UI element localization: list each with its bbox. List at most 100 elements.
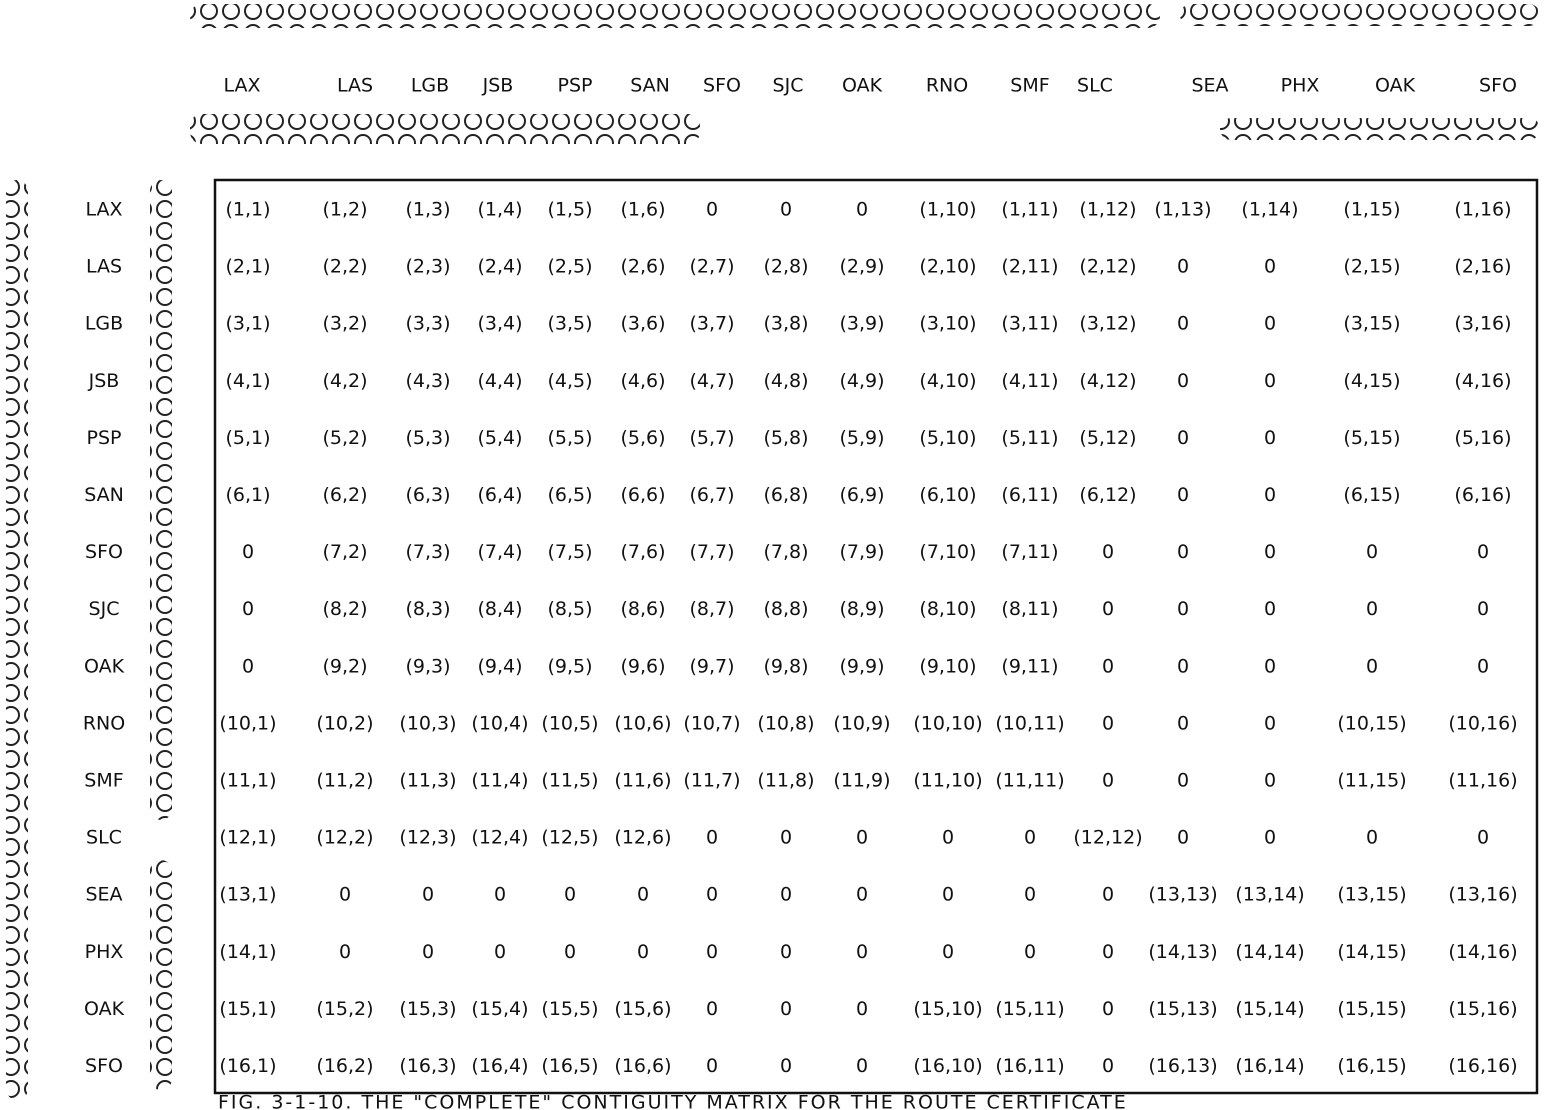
matrix-cell: (4,3) [405,370,450,392]
column-header: SJC [773,75,804,97]
matrix-cell: 0 [1264,655,1276,677]
matrix-cell: (10,1) [219,712,276,734]
matrix-cell: (5,1) [225,427,270,449]
column-header: SEA [1191,75,1228,97]
matrix-cell: (7,7) [689,541,734,563]
matrix-cell: (14,13) [1148,941,1217,963]
matrix-cell: 0 [1477,598,1489,620]
matrix-cell: (5,15) [1343,427,1400,449]
matrix-cell: 0 [1264,770,1276,792]
matrix-cell: (3,7) [689,313,734,335]
matrix-cell: (14,1) [219,941,276,963]
column-header: SLC [1077,75,1113,97]
matrix-cell: (9,6) [620,655,665,677]
matrix-cell: (10,16) [1448,712,1517,734]
matrix-cell: (1,13) [1154,199,1211,221]
matrix-cell: (3,15) [1343,313,1400,335]
decoration [150,180,172,820]
matrix-cell: (15,16) [1448,998,1517,1020]
matrix-cell: (2,10) [919,256,976,278]
matrix-cell: (8,3) [405,598,450,620]
caption: FIG. 3-1-10. THE "COMPLETE" CONTIGUITY M… [218,1092,1128,1110]
matrix-cell: (13,16) [1448,884,1517,906]
matrix-cell: (9,5) [547,655,592,677]
matrix-cell: (16,6) [614,1055,671,1077]
matrix-cell: (5,8) [763,427,808,449]
matrix-cell: (6,15) [1343,484,1400,506]
matrix-cell: (1,5) [547,199,592,221]
row-header: PHX [85,941,124,963]
matrix-cell: (8,8) [763,598,808,620]
matrix-cell: (1,15) [1343,199,1400,221]
matrix-cell: 0 [1366,598,1378,620]
matrix-cell: 0 [1264,313,1276,335]
matrix-cell: (1,4) [477,199,522,221]
matrix-cell: (4,2) [322,370,367,392]
row-header: SJC [89,598,120,620]
matrix-cell: 0 [1477,655,1489,677]
matrix-cell: (13,1) [219,884,276,906]
matrix-cell: 0 [1024,941,1036,963]
matrix-cell: (7,6) [620,541,665,563]
matrix-cell: (16,14) [1235,1055,1304,1077]
matrix-cell: 0 [780,884,792,906]
decoration [190,4,1160,28]
matrix-cell: 0 [1177,370,1189,392]
matrix-cell: (16,13) [1148,1055,1217,1077]
matrix-cell: 0 [1024,827,1036,849]
matrix-cell: 0 [706,1055,718,1077]
row-header: OAK [84,998,125,1020]
matrix-cell: (6,3) [405,484,450,506]
matrix-cell: (7,10) [919,541,976,563]
matrix-cell: 0 [1264,598,1276,620]
matrix-cell: (14,14) [1235,941,1304,963]
matrix-cell: 0 [706,941,718,963]
column-header: LAS [337,75,373,97]
matrix-cell: (9,3) [405,655,450,677]
matrix-cell: (16,16) [1448,1055,1517,1077]
matrix-cell: 0 [780,199,792,221]
row-header: LAS [86,256,122,278]
matrix-cell: (7,11) [1001,541,1058,563]
matrix-cell: (12,5) [541,827,598,849]
matrix-cell: 0 [242,655,254,677]
matrix-cell: (6,9) [839,484,884,506]
matrix-cell: 0 [1177,827,1189,849]
column-header: OAK [1375,75,1416,97]
matrix-cell: 0 [1177,541,1189,563]
matrix-cell: (11,11) [995,770,1064,792]
matrix-cell: (15,11) [995,998,1064,1020]
matrix-cell: (4,16) [1454,370,1511,392]
matrix-cell: (7,3) [405,541,450,563]
matrix-cell: (11,9) [833,770,890,792]
column-header: JSB [482,75,514,97]
matrix-cell: 0 [780,998,792,1020]
matrix-cell: (5,16) [1454,427,1511,449]
matrix-cell: (2,8) [763,256,808,278]
matrix-cell: (2,15) [1343,256,1400,278]
matrix-cell: 0 [706,199,718,221]
matrix-cell: (4,9) [839,370,884,392]
matrix-cell: (5,6) [620,427,665,449]
matrix-cell: (10,5) [541,712,598,734]
matrix-cell: (2,12) [1079,256,1136,278]
matrix-cell: (3,5) [547,313,592,335]
matrix-cell: (3,3) [405,313,450,335]
matrix-cell: (6,5) [547,484,592,506]
matrix-cell: 0 [706,884,718,906]
matrix-cell: (5,2) [322,427,367,449]
matrix-cell: (8,7) [689,598,734,620]
matrix-cell: 0 [942,827,954,849]
row-header: SAN [84,484,124,506]
matrix-cell: (2,6) [620,256,665,278]
matrix-cell: (6,4) [477,484,522,506]
matrix-cell: (12,4) [471,827,528,849]
matrix-cell: (15,3) [399,998,456,1020]
matrix-cell: (12,6) [614,827,671,849]
matrix-cell: (6,7) [689,484,734,506]
matrix-cell: (3,1) [225,313,270,335]
matrix-cell: (2,7) [689,256,734,278]
matrix-cell: 0 [1264,541,1276,563]
matrix-cell: (4,11) [1001,370,1058,392]
matrix-cell: 0 [242,541,254,563]
